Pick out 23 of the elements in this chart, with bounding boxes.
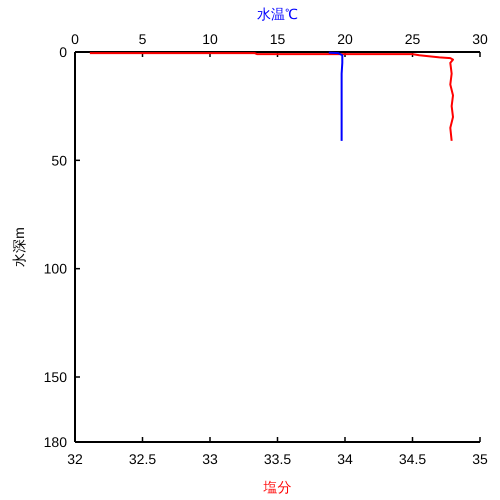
y-tick-label: 0 [59, 44, 68, 60]
y-axis-title: 水深m [11, 227, 27, 267]
x2-tick-label: 15 [270, 31, 286, 47]
x2-tick-label: 30 [472, 31, 488, 47]
x2-tick-label: 20 [337, 31, 353, 47]
line-series [88, 52, 454, 142]
x2-tick-label: 10 [202, 31, 218, 47]
x2-tick-label: 25 [404, 31, 420, 47]
x-tick-label: 33.5 [264, 451, 292, 467]
x-tick-label: 32 [67, 451, 83, 467]
x-axis-title: 塩分 [262, 479, 292, 495]
x-tick-label: 33 [202, 451, 218, 467]
x-tick-label: 35 [472, 451, 488, 467]
y-tick-label: 150 [44, 369, 68, 385]
x2-tick-label: 5 [138, 31, 147, 47]
x2-tick-label: 0 [71, 31, 80, 47]
x-tick-label: 32.5 [128, 451, 156, 467]
x2-axis-title: 水温℃ [257, 6, 298, 22]
x-tick-label: 34.5 [398, 451, 426, 467]
y-tick-label: 100 [44, 260, 68, 277]
x-tick-label: 34 [337, 451, 353, 467]
y-tick-label: 180 [44, 434, 68, 450]
y-tick-label: 50 [51, 152, 68, 168]
